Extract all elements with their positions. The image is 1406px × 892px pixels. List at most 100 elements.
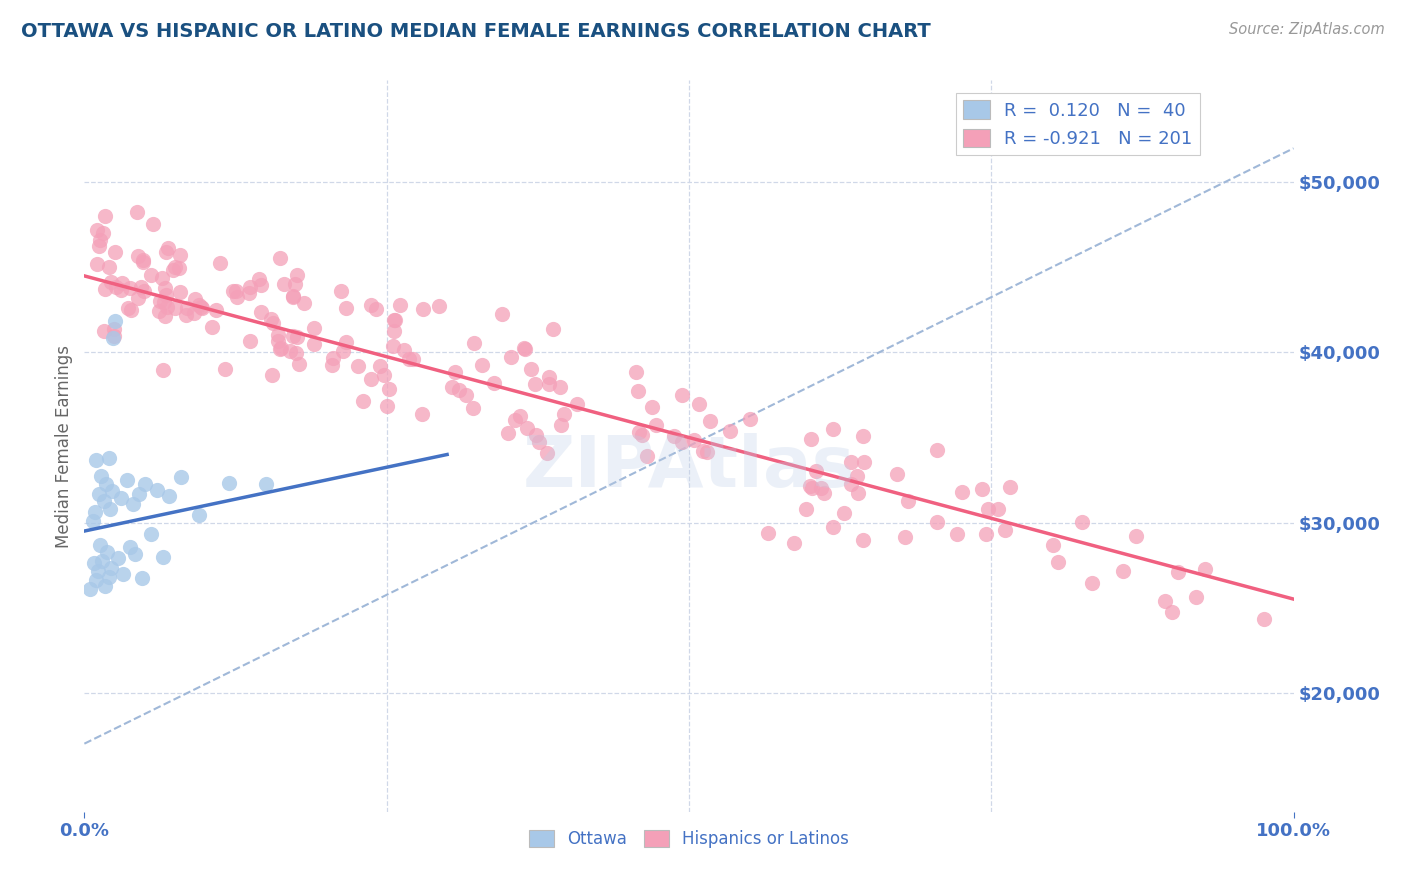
Point — [142, 217, 165, 231]
Point — [214, 362, 236, 376]
Point — [364, 301, 387, 316]
Point — [373, 368, 395, 382]
Point — [86, 573, 108, 587]
Point — [513, 341, 536, 355]
Point — [360, 298, 382, 312]
Point — [83, 556, 105, 570]
Point — [440, 380, 463, 394]
Point — [103, 328, 125, 343]
Point — [146, 483, 169, 498]
Point — [330, 284, 353, 298]
Text: Source: ZipAtlas.com: Source: ZipAtlas.com — [1229, 22, 1385, 37]
Point — [110, 283, 132, 297]
Point — [124, 547, 146, 561]
Point — [662, 429, 685, 443]
Point — [671, 387, 693, 401]
Point — [548, 379, 571, 393]
Point — [1253, 612, 1275, 626]
Point — [131, 571, 153, 585]
Point — [1125, 529, 1147, 543]
Point — [538, 376, 561, 391]
Text: OTTAWA VS HISPANIC OR LATINO MEDIAN FEMALE EARNINGS CORRELATION CHART: OTTAWA VS HISPANIC OR LATINO MEDIAN FEMA… — [21, 22, 931, 41]
Point — [86, 564, 108, 578]
Point — [120, 540, 142, 554]
Point — [628, 425, 651, 439]
Point — [250, 278, 273, 293]
Point — [846, 486, 869, 500]
Point — [1081, 576, 1104, 591]
Point — [352, 394, 374, 409]
Point — [284, 277, 307, 291]
Point — [471, 358, 494, 372]
Point — [567, 397, 589, 411]
Point — [516, 421, 538, 435]
Point — [738, 412, 761, 426]
Point — [284, 346, 307, 360]
Point — [150, 271, 173, 285]
Point — [682, 433, 704, 447]
Point — [1046, 555, 1069, 569]
Point — [103, 331, 125, 345]
Point — [262, 316, 284, 330]
Point — [463, 336, 485, 351]
Point — [427, 300, 450, 314]
Point — [184, 292, 207, 306]
Point — [225, 284, 247, 298]
Point — [368, 359, 391, 373]
Point — [155, 244, 177, 259]
Point — [157, 241, 180, 255]
Point — [550, 417, 572, 432]
Point — [269, 342, 291, 356]
Point — [157, 489, 180, 503]
Point — [120, 303, 142, 318]
Point — [461, 401, 484, 416]
Point — [335, 301, 357, 315]
Point — [222, 284, 245, 298]
Point — [269, 251, 291, 265]
Point — [93, 282, 115, 296]
Point — [998, 480, 1021, 494]
Point — [381, 339, 404, 353]
Point — [810, 481, 832, 495]
Point — [411, 407, 433, 421]
Point — [852, 533, 875, 547]
Point — [987, 502, 1010, 516]
Point — [127, 249, 149, 263]
Point — [183, 306, 205, 320]
Point — [630, 428, 652, 442]
Point — [93, 494, 115, 508]
Point — [94, 477, 117, 491]
Point — [332, 344, 354, 359]
Point — [1167, 565, 1189, 579]
Point — [90, 469, 112, 483]
Point — [382, 313, 405, 327]
Point — [800, 433, 823, 447]
Point — [412, 302, 434, 317]
Point — [139, 268, 162, 282]
Point — [152, 549, 174, 564]
Point — [84, 505, 107, 519]
Point — [281, 289, 304, 303]
Point — [302, 337, 325, 351]
Point — [970, 482, 993, 496]
Point — [894, 530, 917, 544]
Point — [443, 366, 465, 380]
Point — [188, 508, 211, 523]
Point — [260, 311, 283, 326]
Point — [688, 397, 710, 411]
Point — [384, 312, 406, 326]
Point — [115, 473, 138, 487]
Text: ZIPAtlas: ZIPAtlas — [523, 434, 855, 502]
Point — [134, 284, 156, 298]
Point — [1042, 538, 1064, 552]
Point — [519, 362, 541, 376]
Point — [96, 545, 118, 559]
Point — [1194, 562, 1216, 576]
Point — [456, 388, 478, 402]
Point — [86, 453, 108, 467]
Point — [283, 290, 305, 304]
Point — [86, 223, 108, 237]
Point — [538, 370, 561, 384]
Point — [94, 579, 117, 593]
Point — [503, 413, 526, 427]
